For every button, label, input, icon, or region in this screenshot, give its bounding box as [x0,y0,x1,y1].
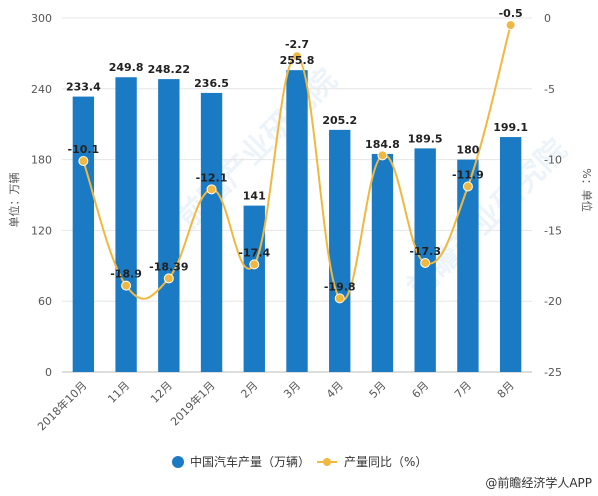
bar-value-label: 141 [243,190,266,203]
line-point[interactable] [121,280,132,291]
left-tick-label: 180 [31,154,52,167]
x-tick-label: 2018年10月 [34,378,89,433]
bar[interactable] [329,129,351,372]
right-tick-label: 0 [544,12,551,25]
line-value-label: -11.9 [452,169,484,182]
right-tick-label: -25 [544,366,562,379]
bar[interactable] [371,153,394,372]
line-point[interactable] [163,273,174,284]
right-tick-label: -15 [544,224,562,237]
line-point[interactable] [377,150,388,161]
line-value-label: -18.9 [110,268,142,281]
x-tick-label: 5月 [367,379,389,401]
line-value-label: -2.7 [285,38,309,51]
line-value-label: -17.4 [238,246,270,259]
x-tick-label: 2月 [238,379,260,401]
bar-value-label: 249.8 [109,61,144,74]
legend-line-label: 产量同比（%） [344,455,427,469]
legend-item-line[interactable]: 产量同比（%） [317,455,427,469]
x-tick-label: 12月 [148,379,175,406]
bar[interactable] [457,159,479,372]
left-axis-ticks: 0 60 120 180 240 300 [31,12,52,379]
legend-bar-marker [172,456,184,468]
bar-value-label: 255.8 [280,54,315,67]
line-point[interactable] [505,20,516,31]
x-tick-label: 4月 [324,379,346,401]
line-point[interactable] [78,156,89,167]
right-tick-label: -5 [544,83,555,96]
left-tick-label: 240 [31,83,52,96]
bar-value-label: 184.8 [365,138,400,151]
x-tick-label: 2019年1月 [167,378,217,428]
line-point[interactable] [462,181,473,192]
legend-item-bar[interactable]: 中国汽车产量（万辆） [172,454,310,469]
right-axis-ticks: 0 -5 -10 -15 -20 -25 [544,12,562,379]
left-tick-label: 0 [45,366,52,379]
left-tick-label: 60 [38,295,52,308]
line-series [78,20,516,304]
line-value-label: -17.3 [409,245,441,258]
line-point[interactable] [334,293,345,304]
x-tick-label: 8月 [495,379,517,401]
line-value-label: -12.1 [196,171,228,184]
bar-value-label: 248.22 [148,63,190,76]
right-axis-title: %：单位 [580,168,594,211]
x-tick-label: 7月 [452,379,474,401]
legend-line-marker [323,458,331,466]
line-value-label: -10.1 [68,143,100,156]
bar-value-label: 180 [456,144,479,157]
line-value-label: -19.8 [324,280,356,293]
left-axis-title: 单位：万辆 [7,173,21,228]
bar[interactable] [158,79,180,372]
bar-value-label: 236.5 [194,77,229,90]
legend: 中国汽车产量（万辆） 产量同比（%） [172,454,427,469]
left-tick-label: 120 [31,224,52,237]
line-point[interactable] [206,184,217,195]
bar[interactable] [286,70,308,372]
x-tick-label: 3月 [281,379,303,401]
bar-value-label: 205.2 [322,114,357,127]
x-tick-label: 11月 [105,379,132,406]
bar-data-labels: 233.4 249.8 248.22 236.5 141 255.8 205.2 184.8 1… [66,54,528,202]
legend-bar-label: 中国汽车产量（万辆） [190,454,310,469]
bar[interactable] [72,96,95,372]
line-value-label: -18.39 [149,260,188,273]
line-point[interactable] [249,259,260,270]
line-point[interactable] [292,51,302,62]
bar[interactable] [499,137,522,372]
bar-series [72,70,522,373]
right-tick-label: -10 [544,154,562,167]
source-credit: @前瞻经济学人APP [485,475,592,490]
line-data-labels: -10.1 -18.9 -18.39 -12.1 -17.4 -2.7 -19.8 -17.3… [68,7,523,293]
left-tick-label: 300 [31,12,52,25]
bar-value-label: 233.4 [66,81,101,94]
bar[interactable] [115,77,137,373]
line-point[interactable] [420,257,431,268]
bar-value-label: 189.5 [408,132,443,145]
line-value-label: -0.5 [499,7,523,20]
x-tick-label: 6月 [409,379,431,401]
bar-value-label: 199.1 [493,121,528,134]
bar[interactable] [243,205,265,372]
right-tick-label: -20 [544,295,562,308]
bar[interactable] [200,92,223,373]
